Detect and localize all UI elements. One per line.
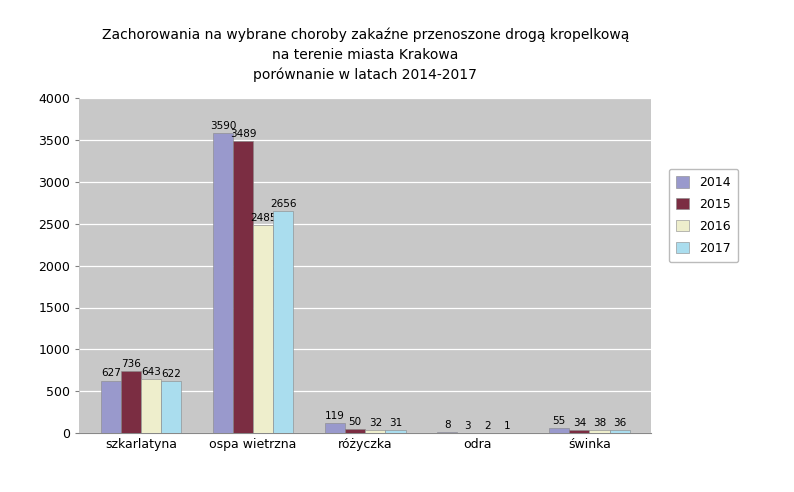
Bar — [385, 430, 406, 433]
Text: 1: 1 — [504, 421, 511, 431]
Text: 2656: 2656 — [270, 199, 297, 209]
Bar — [233, 141, 253, 433]
Bar — [121, 371, 141, 433]
Bar — [569, 430, 589, 433]
Title: Zachorowania na wybrane choroby zakaźne przenoszone drogą kropelkową
na terenie : Zachorowania na wybrane choroby zakaźne … — [102, 28, 629, 82]
Text: 3590: 3590 — [210, 121, 236, 130]
Bar — [549, 429, 569, 433]
Text: 50: 50 — [349, 417, 362, 427]
Text: 643: 643 — [141, 367, 161, 377]
Text: 3: 3 — [464, 421, 471, 430]
Text: 32: 32 — [368, 418, 382, 428]
Text: 627: 627 — [101, 369, 121, 378]
Text: 36: 36 — [613, 418, 626, 428]
Bar — [325, 423, 345, 433]
Bar — [365, 430, 385, 433]
Legend: 2014, 2015, 2016, 2017: 2014, 2015, 2016, 2017 — [669, 169, 738, 262]
Bar — [141, 379, 161, 433]
Bar — [273, 211, 294, 433]
Text: 8: 8 — [444, 420, 450, 430]
Text: 622: 622 — [161, 369, 181, 379]
Bar — [345, 429, 365, 433]
Text: 736: 736 — [121, 359, 141, 369]
Bar — [253, 225, 273, 433]
Text: 3489: 3489 — [229, 129, 256, 139]
Text: 2: 2 — [484, 421, 491, 430]
Text: 119: 119 — [325, 411, 345, 421]
Bar — [437, 432, 457, 433]
Bar — [101, 380, 121, 433]
Bar — [161, 381, 181, 433]
Bar — [589, 430, 610, 433]
Text: 31: 31 — [389, 418, 402, 428]
Text: 2485: 2485 — [250, 213, 276, 223]
Bar — [610, 430, 630, 433]
Bar — [213, 133, 233, 433]
Text: 34: 34 — [572, 418, 586, 428]
Text: 55: 55 — [553, 416, 566, 426]
Text: 38: 38 — [593, 418, 606, 428]
